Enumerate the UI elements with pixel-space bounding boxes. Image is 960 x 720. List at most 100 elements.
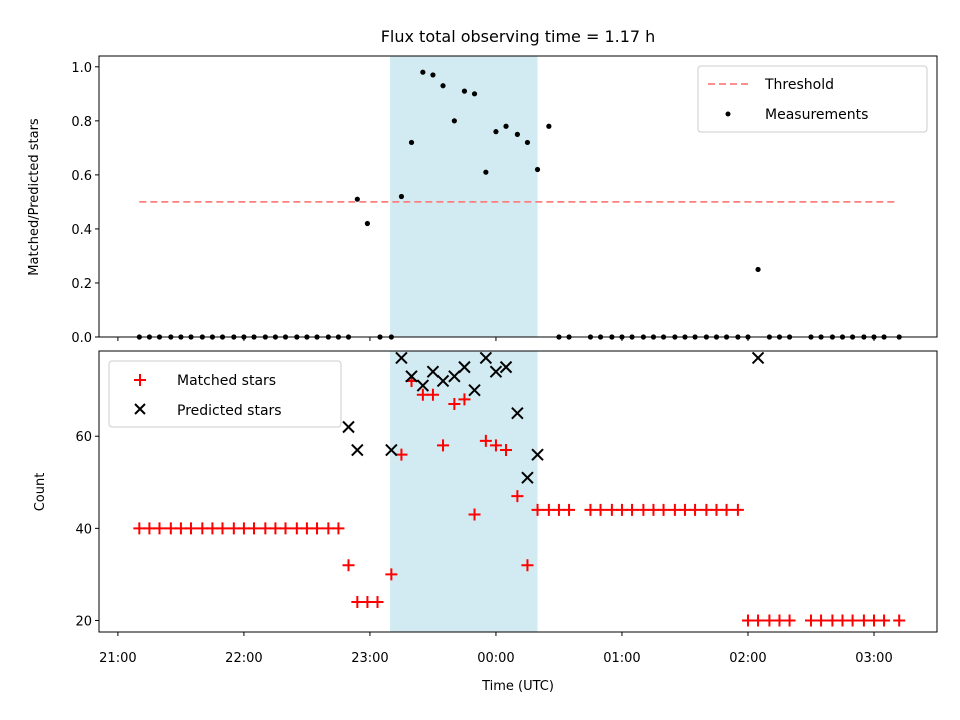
matched-star-point — [720, 503, 733, 516]
top-axes-frame — [98, 55, 938, 338]
predicted-star-point — [405, 370, 418, 383]
matched-star-point — [332, 522, 345, 535]
predicted-star-point — [511, 406, 524, 420]
matched-star-point — [552, 503, 565, 516]
predicted-star-point — [416, 379, 430, 392]
matched-star-point — [416, 388, 429, 401]
predicted-star-point — [436, 374, 450, 388]
matched-star-point — [371, 596, 384, 609]
y-tick-label: 1.0 — [71, 61, 92, 76]
matched-star-point — [269, 522, 282, 535]
top-legend: Threshold Measurements — [697, 65, 928, 133]
x-tick-label: 00:00 — [477, 651, 514, 666]
matched-star-point — [361, 596, 374, 609]
matched-star-point — [893, 614, 906, 627]
matched-star-point — [184, 522, 197, 535]
x-tick-label: 23:00 — [351, 651, 388, 666]
matched-star-point — [563, 503, 576, 516]
matched-star-point — [342, 559, 355, 572]
bottom-legend-box — [108, 360, 342, 428]
predicted-star-point — [531, 448, 544, 461]
matched-star-point — [143, 522, 156, 535]
bottom-y-ticks: 20 40 60 — [75, 430, 99, 629]
matched-star-point — [311, 522, 324, 535]
measurement-point — [364, 220, 371, 227]
measurement-point — [514, 131, 520, 137]
top-y-ticks: 0.0 0.2 0.4 0.6 0.8 1.0 — [71, 61, 99, 346]
top-y-axis-label: Matched/Predicted stars — [27, 118, 42, 276]
matched-star-point — [678, 503, 691, 516]
matched-star-point — [867, 614, 880, 627]
bottom-x-ticks: 21:00 22:00 23:00 00:00 01:00 02:00 03:00 — [99, 632, 893, 666]
matched-star-point — [489, 439, 502, 452]
predicted-star-point — [395, 351, 408, 365]
matched-star-point — [395, 448, 408, 461]
matched-star-point — [385, 568, 398, 581]
matched-star-point — [426, 388, 439, 401]
measurement-point — [408, 139, 415, 146]
matched-star-point — [458, 393, 471, 406]
matched-star-point — [647, 503, 660, 516]
y-tick-label: 0.8 — [71, 115, 92, 130]
predicted-star-point — [521, 471, 534, 484]
matched-star-point — [448, 397, 461, 410]
matched-star-point — [700, 503, 713, 516]
predicted-star-point — [751, 351, 765, 365]
predicted-star-point — [448, 370, 461, 383]
x-tick-label: 02:00 — [729, 651, 766, 666]
measurement-point — [420, 69, 426, 75]
measurement-point — [755, 266, 761, 273]
predicted-star-point — [499, 360, 513, 374]
legend-matched-label: Matched stars — [177, 373, 276, 389]
observing-span-bottom — [390, 351, 538, 632]
measurement-point — [503, 123, 509, 129]
matched-star-point — [741, 614, 754, 627]
matched-star-point — [290, 522, 303, 535]
matched-star-point — [615, 503, 628, 516]
matched-star-point — [626, 503, 639, 516]
measurement-point — [440, 83, 446, 89]
matched-star-point — [689, 503, 702, 516]
matched-star-point — [351, 596, 364, 609]
matched-star-point — [500, 444, 513, 457]
legend-measurements-swatch — [725, 111, 731, 117]
legend-matched-swatch — [134, 374, 146, 386]
predicted-star-point — [342, 420, 355, 434]
matched-star-point — [531, 503, 544, 516]
predicted-star-point — [489, 365, 503, 378]
measurement-point — [398, 193, 405, 200]
y-tick-label: 0.6 — [71, 169, 92, 184]
matched-star-point — [878, 614, 891, 627]
matched-star-point — [857, 614, 870, 627]
predicted-star-point — [351, 443, 364, 457]
matched-star-point — [247, 522, 260, 535]
predicted-star-point — [479, 351, 493, 365]
matched-star-point — [479, 434, 492, 447]
measurement-point — [524, 139, 531, 146]
matched-star-point — [153, 522, 166, 535]
matched-star-point — [237, 522, 250, 535]
matched-star-point — [710, 503, 723, 516]
legend-predicted-label: Predicted stars — [177, 403, 282, 419]
y-tick-label: 0.0 — [71, 331, 92, 346]
measurement-point — [493, 129, 499, 135]
matched-star-point — [773, 614, 786, 627]
x-tick-label: 21:00 — [99, 651, 136, 666]
x-tick-label: 22:00 — [225, 651, 262, 666]
matched-star-point — [468, 508, 481, 521]
matched-star-point — [731, 503, 744, 516]
matched-star-point — [836, 614, 849, 627]
matched-star-point — [657, 503, 670, 516]
measurement-point — [354, 196, 360, 202]
observing-span-top — [390, 56, 538, 337]
x-axis-label: Time (UTC) — [481, 679, 554, 694]
y-tick-label: 40 — [75, 522, 92, 537]
matched-star-point — [437, 439, 450, 452]
matched-star-point — [826, 614, 839, 627]
measurement-point — [451, 118, 457, 124]
x-tick-label: 01:00 — [603, 651, 640, 666]
matched-star-point — [206, 522, 219, 535]
bottom-legend: Matched stars Predicted stars — [108, 360, 342, 428]
measurement-point — [430, 72, 436, 78]
